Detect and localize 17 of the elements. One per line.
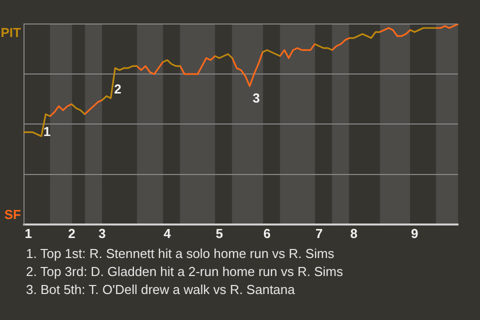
x-tick-label: 3 [98,226,106,241]
x-tick-label: 4 [164,226,172,241]
text: 1. Top 1st: R. Stennett hit a solo home run vs R. Sims [26,245,336,263]
text: PIT [0,25,21,40]
text: 3. Bot 5th: T. O'Dell drew a walk vs R. Santana [26,281,296,299]
x-tick-label: 1 [24,226,32,241]
x-tick-label: 8 [350,226,358,241]
x-tick-label: 9 [410,226,418,241]
text: 2. Top 3rd: D. Gladden hit a 2-run home run vs R. Sims [26,263,343,281]
x-tick-label: 6 [263,226,271,241]
x-tick-label: 5 [216,226,223,241]
x-tick-label: 7 [316,226,323,241]
annotation: 3 [252,90,260,106]
text: SF [4,207,21,222]
x-tick-label: 2 [68,226,76,241]
annotation: 2 [114,82,122,97]
annotation: 1 [43,124,51,139]
